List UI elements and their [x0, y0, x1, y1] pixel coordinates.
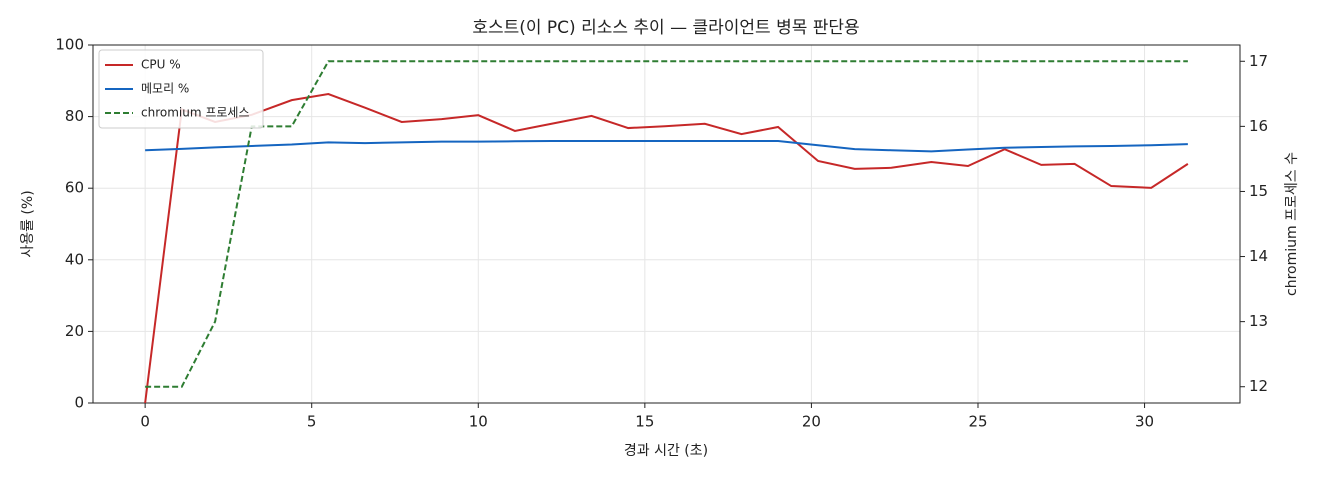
y2-tick-label: 15 [1249, 182, 1268, 200]
x-tick-label: 20 [802, 413, 821, 431]
x-tick-label: 15 [635, 413, 654, 431]
x-tick-label: 30 [1135, 413, 1154, 431]
x-tick-label: 25 [968, 413, 987, 431]
chart-title: 호스트(이 PC) 리소스 추이 — 클라이언트 병목 판단용 [472, 18, 859, 38]
x-axis-label: 경과 시간 (초) [624, 443, 708, 459]
legend-label: chromium 프로세스 [141, 106, 250, 120]
y2-tick-label: 17 [1249, 52, 1268, 70]
x-tick-label: 5 [307, 413, 317, 431]
y-axis-label: 사용률 (%) [20, 190, 36, 257]
y2-axis-label: chromium 프로세스 수 [1284, 152, 1300, 296]
y-tick-label: 60 [65, 179, 84, 197]
plot-frame [92, 44, 1241, 404]
series-line [145, 139, 1188, 153]
y2-tick-label: 12 [1249, 377, 1268, 395]
y2-tick-label: 13 [1249, 312, 1268, 330]
y2-tick-label: 14 [1249, 247, 1268, 265]
series-line [145, 60, 1188, 388]
y-tick-label: 100 [55, 36, 84, 54]
legend-label: CPU % [141, 58, 181, 72]
y-tick-label: 80 [65, 107, 84, 125]
y-tick-label: 40 [65, 250, 84, 268]
y2-tick-label: 16 [1249, 117, 1268, 135]
series-line [144, 93, 1189, 404]
x-tick-label: 0 [140, 413, 150, 431]
legend-box [98, 49, 264, 129]
legend-label: 메모리 % [141, 82, 189, 96]
x-tick-label: 10 [469, 413, 488, 431]
y-tick-label: 20 [65, 322, 84, 340]
y-tick-label: 0 [74, 394, 84, 412]
